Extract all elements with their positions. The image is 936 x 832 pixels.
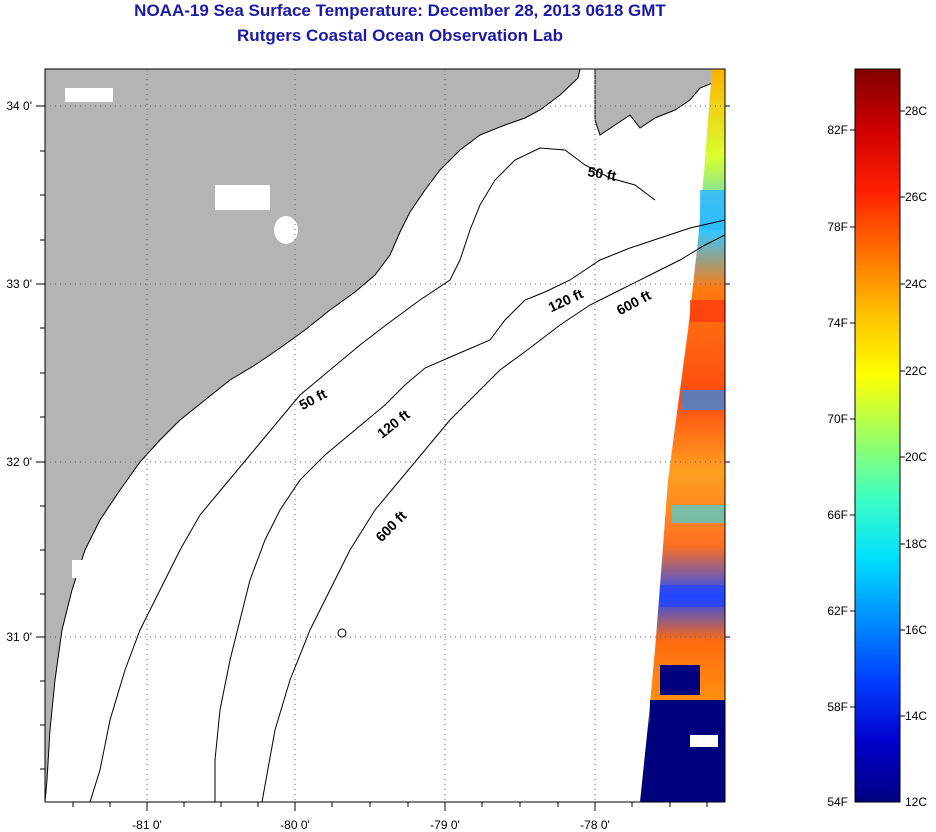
map-subtitle: Rutgers Coastal Ocean Observation Lab — [237, 26, 563, 45]
lat-label-34: 34 0' — [6, 99, 32, 113]
lon-label-79: -79 0' — [430, 818, 460, 832]
map-title: NOAA-19 Sea Surface Temperature: Decembe… — [134, 1, 666, 20]
cb-label-14C: 14C — [905, 709, 927, 723]
contour-600ft — [261, 234, 725, 802]
cb-label-70F: 70F — [827, 412, 848, 426]
cb-label-58F: 58F — [827, 700, 848, 714]
lon-label-80: -80 0' — [280, 818, 310, 832]
lat-label-31: 31 0' — [6, 630, 32, 644]
longitude-ticks — [72, 802, 708, 811]
latitude-ticks — [36, 105, 730, 770]
cb-label-74F: 74F — [827, 316, 848, 330]
cb-label-12C: 12C — [905, 795, 927, 809]
inland-water-patches — [50, 88, 298, 753]
colorbar — [854, 68, 901, 803]
contour-600ft-seamount — [337, 628, 347, 638]
land-mass — [45, 69, 581, 802]
sst-swath-detail — [650, 190, 725, 802]
contour-120ft — [214, 219, 725, 802]
cb-label-28C: 28C — [905, 104, 927, 118]
contour-label-50ft-north: 50 ft — [586, 163, 617, 184]
colorbar-fahrenheit-labels: 82F 78F 74F 70F 66F 62F 58F 54F — [827, 123, 848, 809]
cb-label-54F: 54F — [827, 795, 848, 809]
plot-frame — [44, 68, 726, 803]
cb-label-66F: 66F — [827, 508, 848, 522]
cb-label-20C: 20C — [905, 450, 927, 464]
lat-label-33: 33 0' — [6, 277, 32, 291]
contour-50ft — [89, 147, 656, 802]
lat-label-32: 32 0' — [6, 455, 32, 469]
cb-label-16C: 16C — [905, 623, 927, 637]
colorbar-celsius-labels: 28C 26C 24C 22C 20C 18C 16C 14C 12C — [905, 104, 927, 809]
cb-label-62F: 62F — [827, 604, 848, 618]
cb-label-26C: 26C — [905, 190, 927, 204]
cb-label-18C: 18C — [905, 537, 927, 551]
coordinate-grid — [45, 69, 725, 802]
lon-label-78: -78 0' — [580, 818, 610, 832]
cb-label-82F: 82F — [827, 123, 848, 137]
sst-data-swath — [640, 69, 725, 802]
cb-label-78F: 78F — [827, 220, 848, 234]
cb-label-24C: 24C — [905, 277, 927, 291]
lon-label-81: -81 0' — [132, 818, 162, 832]
cb-label-22C: 22C — [905, 364, 927, 378]
colorbar-ticks — [850, 110, 905, 717]
